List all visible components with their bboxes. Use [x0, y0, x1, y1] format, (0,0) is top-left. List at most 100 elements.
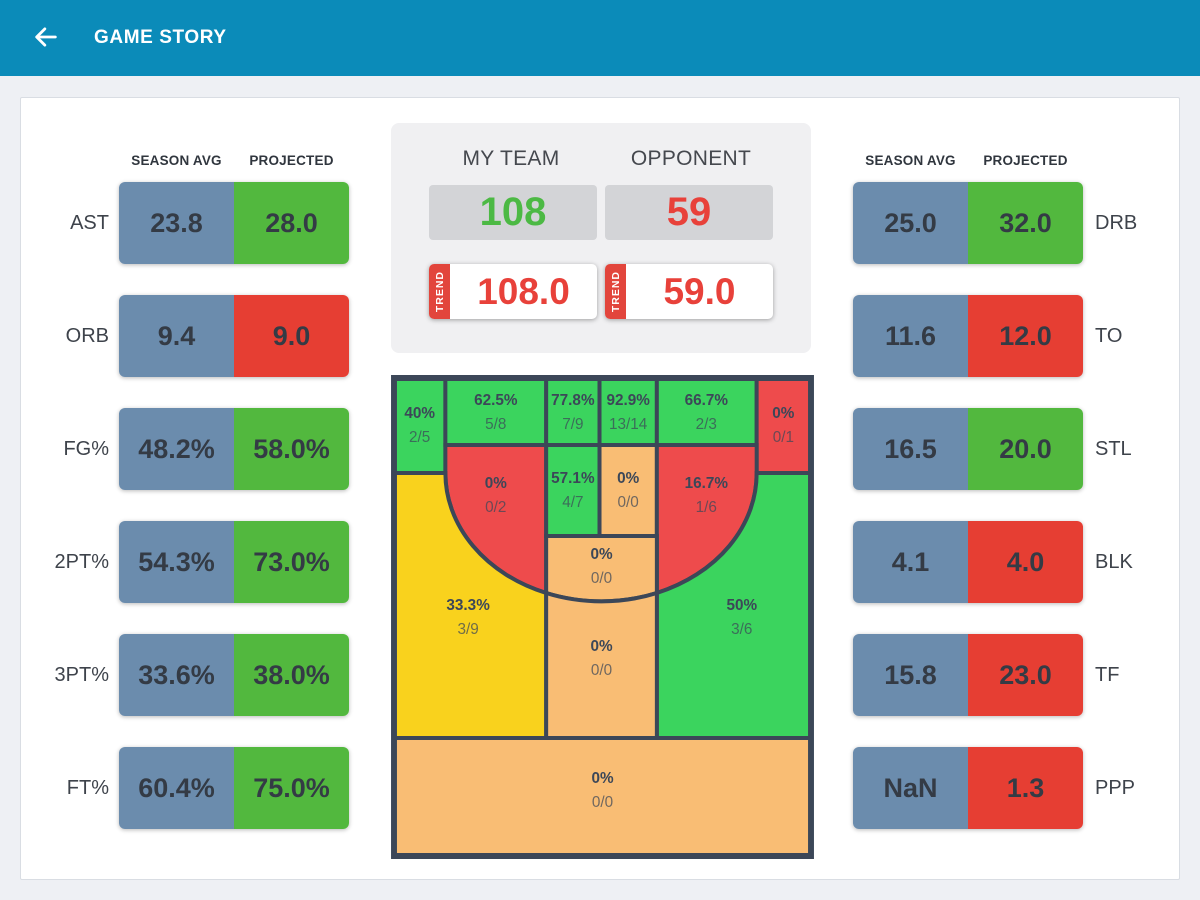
court-border	[391, 375, 814, 859]
stat-label: DRB	[1095, 211, 1138, 234]
stat-bar: 25.0 32.0	[853, 182, 1083, 264]
zone-pct: 0%	[590, 546, 612, 563]
stat-bar: 48.2% 58.0%	[119, 408, 349, 490]
zone-pct: 33.3%	[446, 597, 490, 614]
stat-row-stl: 16.5 20.0 STL	[853, 408, 1163, 490]
team-stats-column-left: SEASON AVG PROJECTED AST 23.8 28.0 ORB 9.4 9.…	[31, 150, 349, 860]
zone-made-attempted: 3/9	[457, 621, 478, 638]
zone-made-attempted: 0/2	[485, 499, 506, 516]
projected-value: 32.0	[968, 182, 1083, 264]
season-avg-value: 48.2%	[119, 408, 234, 490]
zone-pct: 0%	[590, 638, 612, 655]
court-zone-corner-left-3: 40%2/5	[392, 376, 448, 475]
projected-header: PROJECTED	[983, 152, 1068, 168]
court-zone-paint-lower: 0%0/0	[544, 590, 659, 740]
projected-value: 12.0	[968, 295, 1083, 377]
season-avg-value: 60.4%	[119, 747, 234, 829]
page-title: GAME STORY	[94, 27, 227, 48]
stat-bar: 16.5 20.0	[853, 408, 1083, 490]
zone-made-attempted: 3/6	[731, 621, 752, 638]
stat-bar: 60.4% 75.0%	[119, 747, 349, 829]
stat-row-2ptpct: 2PT% 54.3% 73.0%	[31, 521, 349, 603]
zone-made-attempted: 5/8	[485, 416, 506, 433]
zone-pct: 16.7%	[685, 475, 729, 492]
zone-made-attempted: 0/0	[618, 494, 639, 511]
my-team-trend-box: TREND 108.0	[429, 264, 597, 319]
zone-made-attempted: 7/9	[562, 416, 583, 433]
season-avg-value: 4.1	[853, 521, 968, 603]
projected-value: 20.0	[968, 408, 1083, 490]
zone-shape	[443, 376, 549, 447]
stat-bar: 4.1 4.0	[853, 521, 1083, 603]
opponent-trend-value: 59.0	[663, 270, 736, 312]
zone-pct: 0%	[591, 770, 613, 787]
stat-label: ORB	[65, 324, 109, 347]
stat-label: BLK	[1095, 550, 1133, 573]
stat-row-to: 11.6 12.0 TO	[853, 295, 1163, 377]
zone-pct: 50%	[727, 597, 758, 614]
zone-made-attempted: 0/0	[592, 794, 613, 811]
zone-pct: 57.1%	[551, 470, 595, 487]
stat-bar: 15.8 23.0	[853, 634, 1083, 716]
my-team-trend-value: 108.0	[477, 270, 570, 312]
court-zone-close-right: 92.9% 13/14	[597, 376, 659, 447]
stat-row-ftpct: FT% 60.4% 75.0%	[31, 747, 349, 829]
projected-value: 1.3	[968, 747, 1083, 829]
stat-label: FT%	[66, 776, 109, 799]
zone-pct: 0%	[485, 475, 507, 492]
court-zone-baseline-mid-left: 62.5% 5/8	[443, 376, 549, 447]
zone-made-attempted: 0/0	[591, 662, 612, 679]
team-stats-column-right: SEASON AVG PROJECTED 25.0 32.0 DRB 11.6 12.0…	[853, 150, 1163, 860]
back-button[interactable]	[24, 16, 68, 60]
stat-bar: 33.6% 38.0%	[119, 634, 349, 716]
season-avg-value: NaN	[853, 747, 968, 829]
projected-value: 75.0%	[234, 747, 349, 829]
stat-label: AST	[70, 211, 109, 234]
stat-label: PPP	[1095, 776, 1136, 799]
zone-shape	[544, 376, 602, 447]
season-avg-value: 15.8	[853, 634, 968, 716]
zone-shape	[392, 376, 448, 475]
zone-pct: 40%	[404, 405, 435, 422]
court-zone-paint-upper-right: 0%0/0	[597, 443, 659, 538]
shot-chart-court: 40%2/562.5%5/877.8%7/992.9%13/1466.7%2/3…	[391, 375, 814, 859]
zone-pct: 92.9%	[607, 392, 651, 409]
zone-made-attempted: 4/7	[562, 494, 583, 511]
stat-label: STL	[1095, 437, 1132, 460]
season-avg-header: SEASON AVG	[865, 152, 956, 168]
shot-chart: 40% 2/5 62.5% 5/8 77.8% 7/9 92.9% 13/14 66.7% 2/3…	[391, 375, 814, 859]
court-zone-paint-upper-left: 57.1% 4/7	[544, 443, 602, 538]
stat-column-headers: SEASON AVG PROJECTED	[119, 150, 349, 170]
stat-label: TO	[1095, 324, 1123, 347]
court-zone-paint-mid: 0%0/0	[544, 534, 659, 604]
stat-column-headers: SEASON AVG PROJECTED	[853, 150, 1083, 170]
scoreboard-panel: MY TEAM OPPONENT 108 59 TREND 108.0 TREN…	[391, 123, 811, 353]
season-avg-value: 9.4	[119, 295, 234, 377]
stat-row-drb: 25.0 32.0 DRB	[853, 182, 1163, 264]
opponent-label: OPPONENT	[630, 147, 752, 170]
stat-row-tf: 15.8 23.0 TF	[853, 634, 1163, 716]
zone-made-attempted: 13/14	[609, 416, 648, 433]
court-zone-corner-right-3: 0%0/1	[754, 376, 813, 475]
zone-shape	[754, 376, 813, 475]
projected-value: 23.0	[968, 634, 1083, 716]
zone-pct: 62.5%	[474, 392, 518, 409]
app-bar: GAME STORY	[0, 0, 1200, 76]
season-avg-value: 54.3%	[119, 521, 234, 603]
stat-row-orb: ORB 9.4 9.0	[31, 295, 349, 377]
zone-shape	[654, 471, 813, 740]
stat-bar: 54.3% 73.0%	[119, 521, 349, 603]
zone-shape	[597, 376, 659, 447]
stat-row-fgpct: FG% 48.2% 58.0%	[31, 408, 349, 490]
season-avg-value: 33.6%	[119, 634, 234, 716]
stat-label: 2PT%	[54, 550, 109, 573]
court-zone-wing-right-3: 50%3/6	[654, 471, 813, 740]
game-story-card: SEASON AVG PROJECTED AST 23.8 28.0 ORB 9.4 9.…	[20, 97, 1180, 880]
zone-made-attempted: 0/1	[773, 429, 794, 446]
stat-row-ppp: NaN 1.3 PPP	[853, 747, 1163, 829]
zone-shape	[544, 443, 602, 538]
stat-bar: NaN 1.3	[853, 747, 1083, 829]
trend-tag: TREND	[429, 264, 450, 319]
stat-bar: 23.8 28.0	[119, 182, 349, 264]
projected-value: 58.0%	[234, 408, 349, 490]
